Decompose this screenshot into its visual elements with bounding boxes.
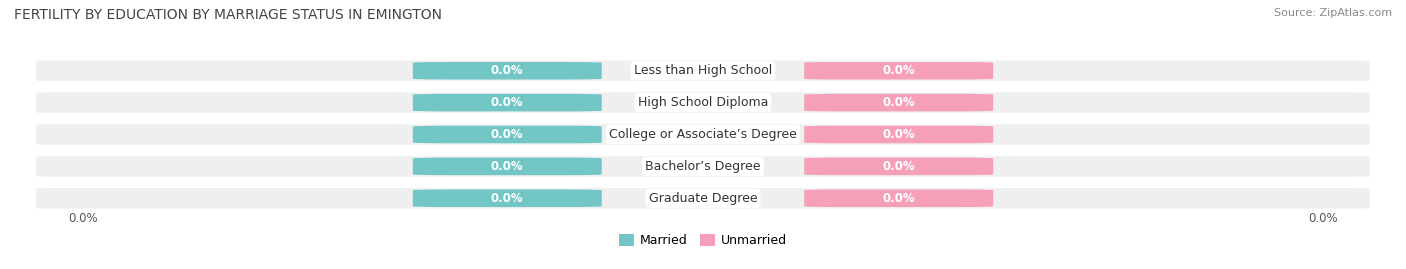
- Text: 0.0%: 0.0%: [69, 211, 98, 225]
- FancyBboxPatch shape: [804, 158, 993, 175]
- Text: 0.0%: 0.0%: [491, 128, 523, 141]
- Text: 0.0%: 0.0%: [883, 96, 915, 109]
- FancyBboxPatch shape: [804, 62, 993, 80]
- Text: 0.0%: 0.0%: [491, 160, 523, 173]
- FancyBboxPatch shape: [35, 155, 1371, 178]
- FancyBboxPatch shape: [35, 123, 1371, 146]
- Legend: Married, Unmarried: Married, Unmarried: [613, 229, 793, 252]
- FancyBboxPatch shape: [413, 94, 602, 111]
- Text: 0.0%: 0.0%: [491, 96, 523, 109]
- Text: FERTILITY BY EDUCATION BY MARRIAGE STATUS IN EMINGTON: FERTILITY BY EDUCATION BY MARRIAGE STATU…: [14, 8, 441, 22]
- FancyBboxPatch shape: [804, 94, 993, 111]
- Text: 0.0%: 0.0%: [883, 160, 915, 173]
- Text: 0.0%: 0.0%: [883, 64, 915, 77]
- Text: Bachelor’s Degree: Bachelor’s Degree: [645, 160, 761, 173]
- FancyBboxPatch shape: [413, 62, 602, 80]
- FancyBboxPatch shape: [35, 59, 1371, 82]
- FancyBboxPatch shape: [804, 189, 993, 207]
- Text: 0.0%: 0.0%: [1308, 211, 1337, 225]
- FancyBboxPatch shape: [413, 126, 602, 143]
- Text: 0.0%: 0.0%: [883, 192, 915, 205]
- Text: Less than High School: Less than High School: [634, 64, 772, 77]
- Text: Graduate Degree: Graduate Degree: [648, 192, 758, 205]
- Text: 0.0%: 0.0%: [883, 128, 915, 141]
- Text: College or Associate’s Degree: College or Associate’s Degree: [609, 128, 797, 141]
- FancyBboxPatch shape: [804, 126, 993, 143]
- Text: High School Diploma: High School Diploma: [638, 96, 768, 109]
- FancyBboxPatch shape: [413, 189, 602, 207]
- Text: 0.0%: 0.0%: [491, 192, 523, 205]
- Text: 0.0%: 0.0%: [491, 64, 523, 77]
- FancyBboxPatch shape: [35, 91, 1371, 114]
- FancyBboxPatch shape: [413, 158, 602, 175]
- FancyBboxPatch shape: [35, 187, 1371, 210]
- Text: Source: ZipAtlas.com: Source: ZipAtlas.com: [1274, 8, 1392, 18]
